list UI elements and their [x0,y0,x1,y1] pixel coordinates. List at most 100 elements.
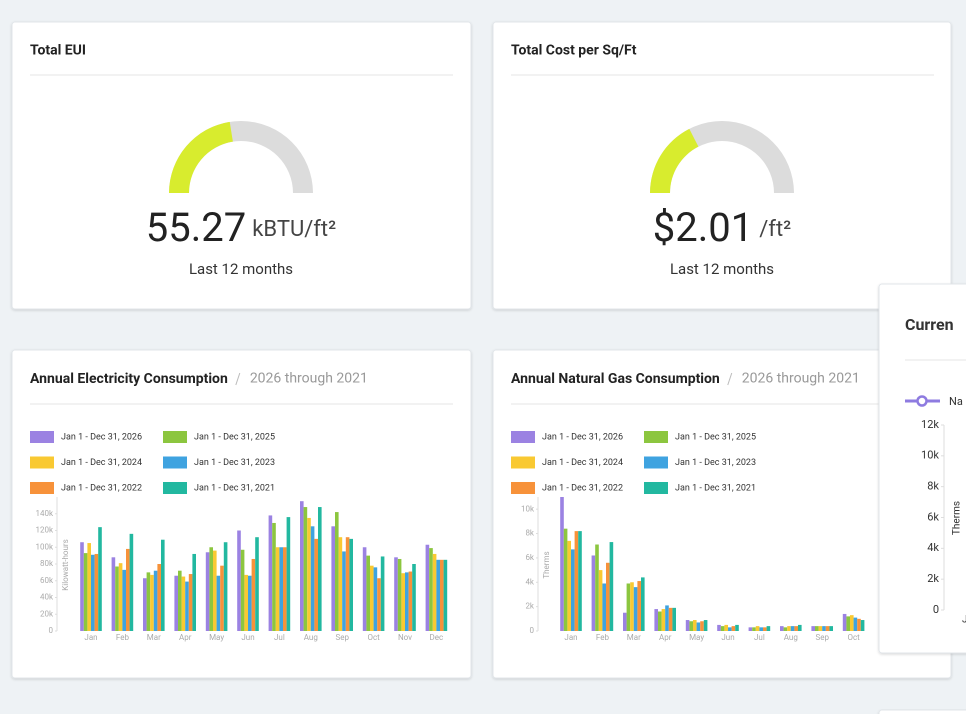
legend-swatch [644,482,668,494]
y-tick-label: 8k [927,480,939,493]
bar [126,548,130,631]
bar [279,547,283,631]
bar [658,611,662,631]
y-tick-label: 20k [40,609,54,618]
legend-label: Jan 1 - Dec 31, 2026 [61,432,142,442]
bar [251,558,256,631]
bar [300,501,304,631]
overlay-card [878,283,966,654]
bar [598,570,603,631]
bar [94,553,99,631]
legend-label: Jan 1 - Dec 31, 2021 [194,483,275,493]
legend-swatch [30,431,54,443]
bar [283,547,287,631]
bar [380,556,385,631]
legend-swatch [163,482,187,494]
bar [846,616,850,631]
bar [668,607,673,631]
card-title: Total EUI [30,43,86,59]
y-axis-label: Therms [542,551,551,578]
x-tick-label: Apr [179,633,192,642]
bar [216,575,221,631]
legend-swatch [30,482,54,494]
legend-label: Jan 1 - Dec 31, 2024 [61,458,142,468]
x-tick-label: Sep [335,633,349,642]
bar [111,557,116,631]
y-tick-label: 8k [525,529,534,538]
bar [153,570,158,631]
y-tick-label: 12k [921,418,939,431]
legend-swatch [511,456,535,469]
legend-swatch [511,431,535,443]
x-tick-label: Feb [596,633,610,642]
bar [213,550,217,631]
bar [146,572,151,631]
bar [595,544,599,631]
legend-label: Jan 1 - Dec 31, 2022 [61,483,142,493]
bar [560,497,564,631]
x-tick-label: Sep [815,633,829,642]
bar [766,626,771,631]
bar [850,615,854,631]
overlay-content: Curren Na 0 2k 4k 6k 8k 10k 12k Therms J [905,315,966,626]
bar [318,507,322,631]
bar [98,527,102,631]
bar [178,570,182,631]
bar [787,626,791,631]
y-axis-label: Therms [952,501,963,535]
bar [373,567,378,631]
y-tick-label: 0 [933,603,939,616]
bar [122,569,126,631]
legend-label: Jan 1 - Dec 31, 2021 [675,483,756,493]
y-tick-label: 0 [530,626,535,635]
bar [783,627,788,631]
legend-swatch [30,456,54,469]
bar [700,621,704,631]
y-tick-label: 0 [49,626,54,635]
bar [429,548,433,631]
legend-marker [916,395,928,407]
y-tick-label: 2k [525,602,534,611]
separator [727,372,733,386]
bar [161,539,165,631]
bar [237,530,241,631]
bar [703,620,708,631]
bar [735,624,739,631]
x-tick-label: Apr [659,633,672,642]
bar [115,566,119,631]
bar [811,626,815,631]
legend-swatch [511,482,535,494]
metric: 55.27 kBTU/ft² [146,204,336,251]
bar [633,587,638,631]
y-tick-label: 60k [40,576,54,585]
bar [717,624,721,631]
metric-unit: /ft² [759,217,791,242]
bar [815,626,819,631]
bar [303,507,308,631]
bar [626,583,631,631]
bar [794,626,798,631]
x-tick-label: Jun [241,633,254,642]
chart-header: Annual Natural Gas Consumption [511,371,720,387]
bar [822,626,826,631]
chart-title: Curren [905,315,954,334]
bar [602,583,606,631]
bar [567,540,571,631]
bar [286,517,291,631]
bar [349,538,353,631]
legend-swatch [163,456,187,469]
bar [780,626,784,631]
y-tick-label: 40k [40,593,54,602]
bar [637,581,641,631]
x-tick-label: Jan [564,633,577,642]
bar [342,551,346,631]
y-tick-label: 2k [927,572,939,585]
x-tick-label: Jun [721,633,734,642]
bar [860,620,865,631]
bar [672,607,676,631]
bar [630,582,634,631]
legend-label: Jan 1 - Dec 31, 2026 [542,432,623,442]
y-tick-label: 100k [35,542,53,551]
x-tick-label: Oct [367,633,380,642]
